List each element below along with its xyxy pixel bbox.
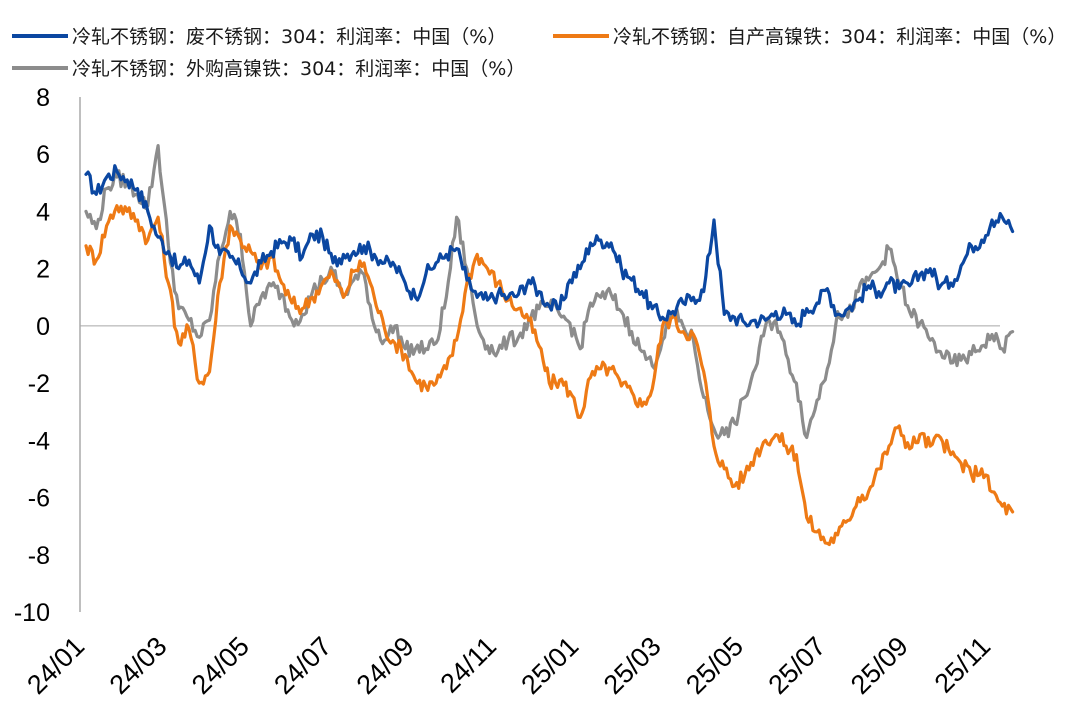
- y-tick-label: -10: [14, 599, 50, 627]
- legend-label: 冷轧不锈钢：自产高镍铁：304：利润率：中国（%）: [613, 26, 1066, 48]
- y-tick-label: 0: [36, 313, 50, 341]
- legend-item: 冷轧不锈钢：自产高镍铁：304：利润率：中国（%）: [553, 26, 1066, 48]
- x-tick-label: 25/09: [845, 631, 914, 700]
- series-line: [84, 204, 1015, 547]
- x-tick-label: 24/07: [268, 631, 337, 700]
- x-tick-label: 24/01: [21, 631, 90, 700]
- series-lines: [84, 144, 1015, 547]
- y-tick-label: -4: [28, 427, 50, 455]
- y-tick-label: 6: [36, 141, 50, 169]
- x-tick-label: 25/03: [598, 631, 667, 700]
- y-tick-label: 8: [36, 84, 50, 112]
- x-tick-label: 24/11: [434, 631, 502, 699]
- x-tick-label: 24/05: [186, 631, 255, 700]
- y-axis: 8 6 4 2 0 -2 -4 -6 -8 -10: [14, 84, 81, 627]
- x-tick-label: 24/09: [351, 631, 420, 700]
- x-tick-label: 25/07: [763, 631, 832, 700]
- y-tick-label: -6: [28, 485, 50, 513]
- x-axis: 24/01 24/03 24/05 24/07 24/09 24/11 25/01 25/03…: [21, 631, 996, 700]
- y-tick-label: 4: [36, 198, 50, 226]
- x-tick-label: 25/01: [515, 631, 584, 700]
- legend-label: 冷轧不锈钢：外购高镍铁：304：利润率：中国（%）: [72, 58, 525, 80]
- series-line: [84, 164, 1015, 329]
- legend-item: 冷轧不锈钢：废不锈钢：304：利润率：中国（%）: [12, 26, 506, 48]
- y-tick-label: -8: [28, 542, 50, 570]
- y-tick-label: 2: [36, 256, 50, 284]
- series-line: [84, 144, 1015, 440]
- legend: 冷轧不锈钢：废不锈钢：304：利润率：中国（%） 冷轧不锈钢：自产高镍铁：304：…: [12, 26, 1066, 80]
- x-tick-label: 25/11: [929, 631, 997, 699]
- legend-item: 冷轧不锈钢：外购高镍铁：304：利润率：中国（%）: [12, 58, 525, 80]
- legend-label: 冷轧不锈钢：废不锈钢：304：利润率：中国（%）: [72, 26, 506, 48]
- y-tick-label: -2: [28, 370, 50, 398]
- x-tick-label: 25/05: [680, 631, 749, 700]
- x-tick-label: 24/03: [104, 631, 173, 700]
